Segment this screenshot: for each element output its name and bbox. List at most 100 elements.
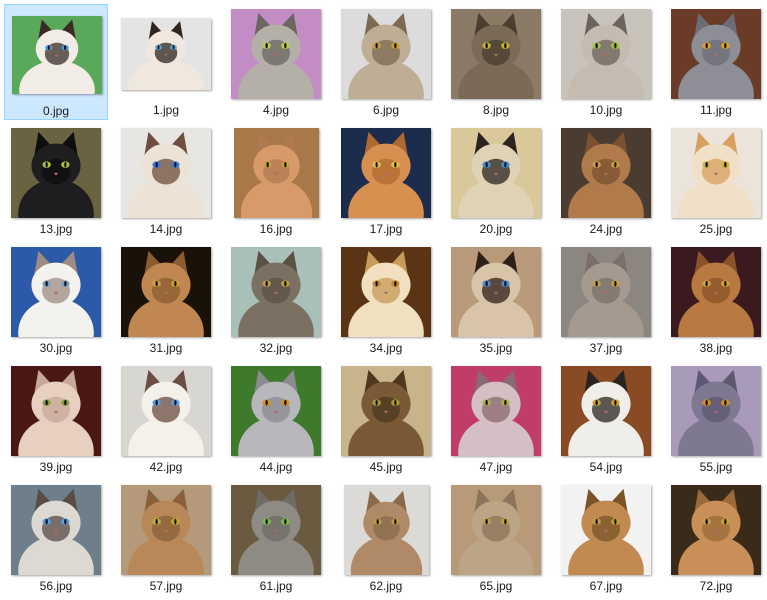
thumbnail-frame: [114, 482, 218, 578]
thumbnail-frame: [224, 244, 328, 340]
file-item[interactable]: 1.jpg: [114, 4, 218, 120]
file-name-label: 16.jpg: [259, 222, 293, 236]
thumbnail-frame: [114, 6, 218, 102]
file-item[interactable]: 39.jpg: [4, 361, 108, 477]
file-item[interactable]: 35.jpg: [444, 242, 548, 358]
file-item[interactable]: 32.jpg: [224, 242, 328, 358]
file-item[interactable]: 56.jpg: [4, 480, 108, 596]
file-name-label: 10.jpg: [589, 103, 623, 117]
cat-thumbnail-image: [341, 366, 431, 456]
file-item[interactable]: 8.jpg: [444, 4, 548, 120]
file-name-label: 72.jpg: [699, 579, 733, 593]
cat-thumbnail-image: [561, 247, 651, 337]
file-item[interactable]: 61.jpg: [224, 480, 328, 596]
file-name-label: 55.jpg: [699, 460, 733, 474]
cat-thumbnail-image: [121, 247, 211, 337]
thumbnail-frame: [224, 482, 328, 578]
thumbnail-frame: [444, 6, 548, 102]
file-name-label: 20.jpg: [479, 222, 513, 236]
file-item[interactable]: 47.jpg: [444, 361, 548, 477]
file-item[interactable]: 13.jpg: [4, 123, 108, 239]
cat-thumbnail-image: [121, 128, 211, 218]
thumbnail-frame: [334, 125, 438, 221]
thumbnail-frame: [554, 244, 658, 340]
cat-thumbnail-image: [11, 366, 101, 456]
file-name-label: 14.jpg: [149, 222, 183, 236]
thumbnail-frame: [114, 244, 218, 340]
cat-thumbnail-image: [12, 16, 102, 94]
file-item[interactable]: 45.jpg: [334, 361, 438, 477]
file-item[interactable]: 44.jpg: [224, 361, 328, 477]
file-name-label: 31.jpg: [149, 341, 183, 355]
thumbnail-frame: [664, 482, 767, 578]
file-name-label: 17.jpg: [369, 222, 403, 236]
thumbnail-frame: [554, 125, 658, 221]
thumbnail-frame: [664, 125, 767, 221]
cat-thumbnail-image: [233, 128, 319, 218]
file-item[interactable]: 20.jpg: [444, 123, 548, 239]
file-item[interactable]: 10.jpg: [554, 4, 658, 120]
thumbnail-frame: [5, 7, 109, 103]
file-item[interactable]: 37.jpg: [554, 242, 658, 358]
cat-thumbnail-image: [561, 485, 651, 575]
file-item[interactable]: 34.jpg: [334, 242, 438, 358]
cat-thumbnail-image: [451, 128, 541, 218]
cat-thumbnail-image: [561, 128, 651, 218]
file-item[interactable]: 4.jpg: [224, 4, 328, 120]
cat-thumbnail-image: [341, 9, 431, 99]
thumbnail-frame: [4, 244, 108, 340]
cat-thumbnail-image: [231, 485, 321, 575]
file-item[interactable]: 62.jpg: [334, 480, 438, 596]
thumbnail-frame: [554, 6, 658, 102]
file-name-label: 39.jpg: [39, 460, 73, 474]
cat-thumbnail-image: [231, 9, 321, 99]
file-item[interactable]: 17.jpg: [334, 123, 438, 239]
cat-thumbnail-image: [343, 485, 429, 575]
file-item[interactable]: 55.jpg: [664, 361, 767, 477]
file-item[interactable]: 25.jpg: [664, 123, 767, 239]
cat-thumbnail-image: [561, 366, 651, 456]
file-item[interactable]: 16.jpg: [224, 123, 328, 239]
file-name-label: 25.jpg: [699, 222, 733, 236]
cat-thumbnail-image: [671, 485, 761, 575]
cat-thumbnail-image: [11, 485, 101, 575]
file-item[interactable]: 30.jpg: [4, 242, 108, 358]
file-item[interactable]: 14.jpg: [114, 123, 218, 239]
file-name-label: 42.jpg: [149, 460, 183, 474]
cat-thumbnail-image: [341, 128, 431, 218]
file-item[interactable]: 11.jpg: [664, 4, 767, 120]
thumbnail-frame: [334, 244, 438, 340]
file-item[interactable]: 42.jpg: [114, 361, 218, 477]
thumbnail-frame: [4, 482, 108, 578]
file-item[interactable]: 31.jpg: [114, 242, 218, 358]
file-item[interactable]: 24.jpg: [554, 123, 658, 239]
cat-thumbnail-image: [11, 247, 101, 337]
file-name-label: 67.jpg: [589, 579, 623, 593]
cat-thumbnail-image: [451, 366, 541, 456]
file-item[interactable]: 72.jpg: [664, 480, 767, 596]
file-name-label: 24.jpg: [589, 222, 623, 236]
thumbnail-frame: [4, 363, 108, 459]
thumbnail-frame: [114, 363, 218, 459]
thumbnail-frame: [224, 125, 328, 221]
thumbnail-frame: [444, 482, 548, 578]
thumbnail-frame: [224, 6, 328, 102]
file-item[interactable]: 57.jpg: [114, 480, 218, 596]
thumbnail-frame: [664, 244, 767, 340]
file-item[interactable]: 38.jpg: [664, 242, 767, 358]
file-item[interactable]: 67.jpg: [554, 480, 658, 596]
file-item[interactable]: 6.jpg: [334, 4, 438, 120]
file-name-label: 56.jpg: [39, 579, 73, 593]
file-name-label: 11.jpg: [700, 103, 732, 117]
file-item[interactable]: 65.jpg: [444, 480, 548, 596]
cat-thumbnail-image: [341, 247, 431, 337]
file-name-label: 47.jpg: [479, 460, 513, 474]
file-name-label: 54.jpg: [589, 460, 623, 474]
file-name-label: 32.jpg: [259, 341, 293, 355]
cat-thumbnail-image: [451, 247, 541, 337]
thumbnail-frame: [334, 363, 438, 459]
file-item[interactable]: 54.jpg: [554, 361, 658, 477]
file-name-label: 1.jpg: [152, 103, 180, 117]
thumbnail-frame: [334, 482, 438, 578]
file-item[interactable]: 0.jpg: [4, 4, 108, 120]
